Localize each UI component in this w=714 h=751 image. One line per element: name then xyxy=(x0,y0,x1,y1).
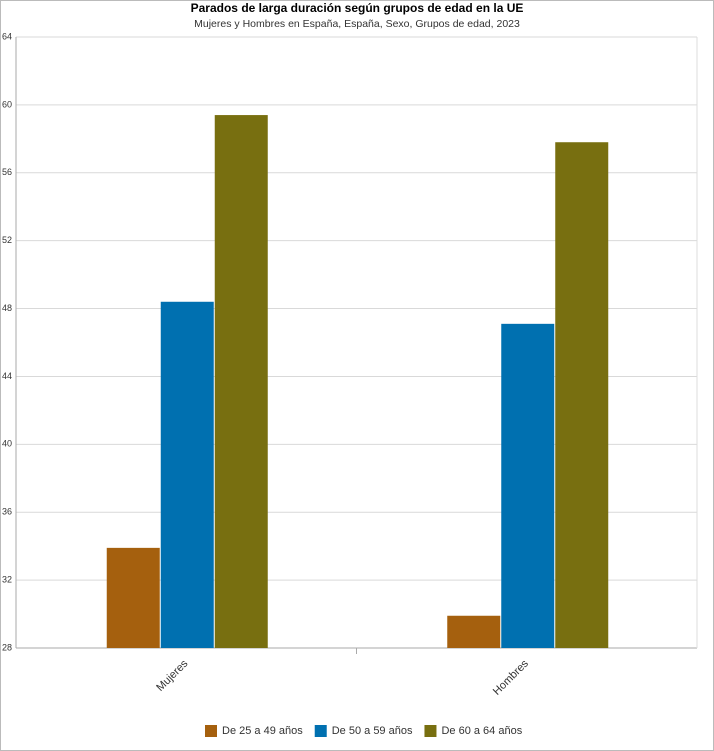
y-tick-label: 52 xyxy=(2,235,12,245)
legend-label: De 60 a 64 años xyxy=(441,725,522,737)
legend-label: De 25 a 49 años xyxy=(222,725,303,737)
y-tick-label: 28 xyxy=(2,642,12,652)
legend-swatch xyxy=(205,725,217,737)
y-tick-label: 48 xyxy=(2,303,12,313)
legend-label: De 50 a 59 años xyxy=(332,725,413,737)
chart-title: Parados de larga duración según grupos d… xyxy=(191,1,524,15)
y-tick-label: 36 xyxy=(2,507,12,517)
bar xyxy=(555,142,609,648)
bar xyxy=(106,547,160,648)
bar xyxy=(214,115,268,649)
y-tick-label: 32 xyxy=(2,574,12,584)
legend-swatch xyxy=(314,725,327,737)
y-tick-label: 64 xyxy=(2,31,12,41)
chart-subtitle: Mujeres y Hombres en España, España, Sex… xyxy=(194,18,520,30)
bar xyxy=(447,615,501,648)
y-tick-label: 56 xyxy=(2,167,12,177)
bar xyxy=(501,323,555,648)
legend-swatch xyxy=(424,725,437,737)
y-tick-label: 60 xyxy=(2,99,12,109)
y-tick-label: 44 xyxy=(2,371,12,381)
y-tick-label: 40 xyxy=(2,439,12,449)
bar xyxy=(160,301,214,648)
